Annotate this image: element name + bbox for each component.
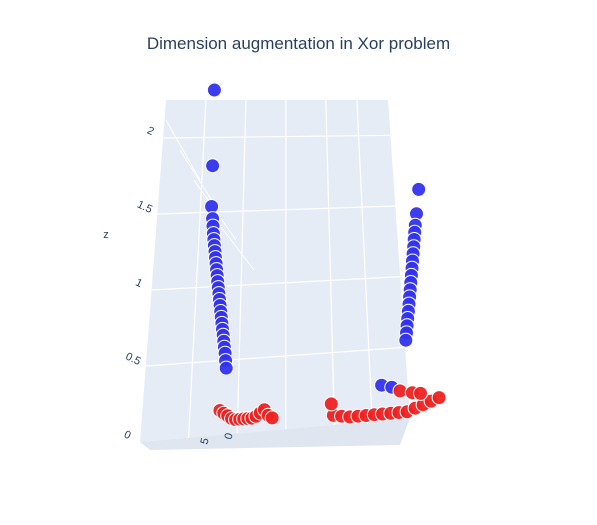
z-tick-3: 1.5	[135, 199, 154, 216]
point-0-0	[206, 82, 222, 98]
point-1-13	[264, 410, 280, 426]
scene-background	[140, 100, 410, 450]
floor-plane	[140, 418, 410, 450]
z-grid-line-3	[163, 134, 391, 139]
grid-lines	[145, 99, 406, 438]
diag-grid-line-0	[165, 119, 201, 181]
z-axis-title: z	[103, 229, 109, 241]
point-0-1	[205, 158, 221, 174]
x-tick-1: 0	[223, 432, 236, 441]
x-grid-line-1	[236, 99, 247, 434]
back-wall	[140, 100, 410, 442]
point-0-27	[218, 360, 234, 376]
point-0-46	[398, 332, 414, 348]
x-grid-line-3	[325, 99, 335, 425]
x-grid-line-4	[356, 99, 373, 422]
points-layer	[204, 82, 447, 428]
point-1-30	[413, 385, 428, 401]
z-tick-1: 0.5	[124, 351, 143, 368]
z-grid-line-2	[157, 205, 396, 215]
point-0-28	[411, 181, 427, 197]
z-grid-line-1	[151, 276, 401, 291]
x-tick-0: 5	[199, 437, 212, 446]
point-1-27	[431, 390, 447, 406]
z-tick-0: 0	[122, 429, 133, 442]
point-1-31	[323, 396, 339, 412]
z-grid-line-0	[145, 346, 406, 367]
tick-labels: 0 0.5 1 1.5 2 5 0	[122, 125, 236, 446]
z-tick-4: 2	[145, 125, 156, 138]
point-1-28	[392, 383, 408, 399]
x-grid-line-0	[188, 99, 207, 438]
chart-title: Dimension augmentation in Xor problem	[146, 34, 451, 53]
z-tick-2: 1	[134, 277, 145, 290]
